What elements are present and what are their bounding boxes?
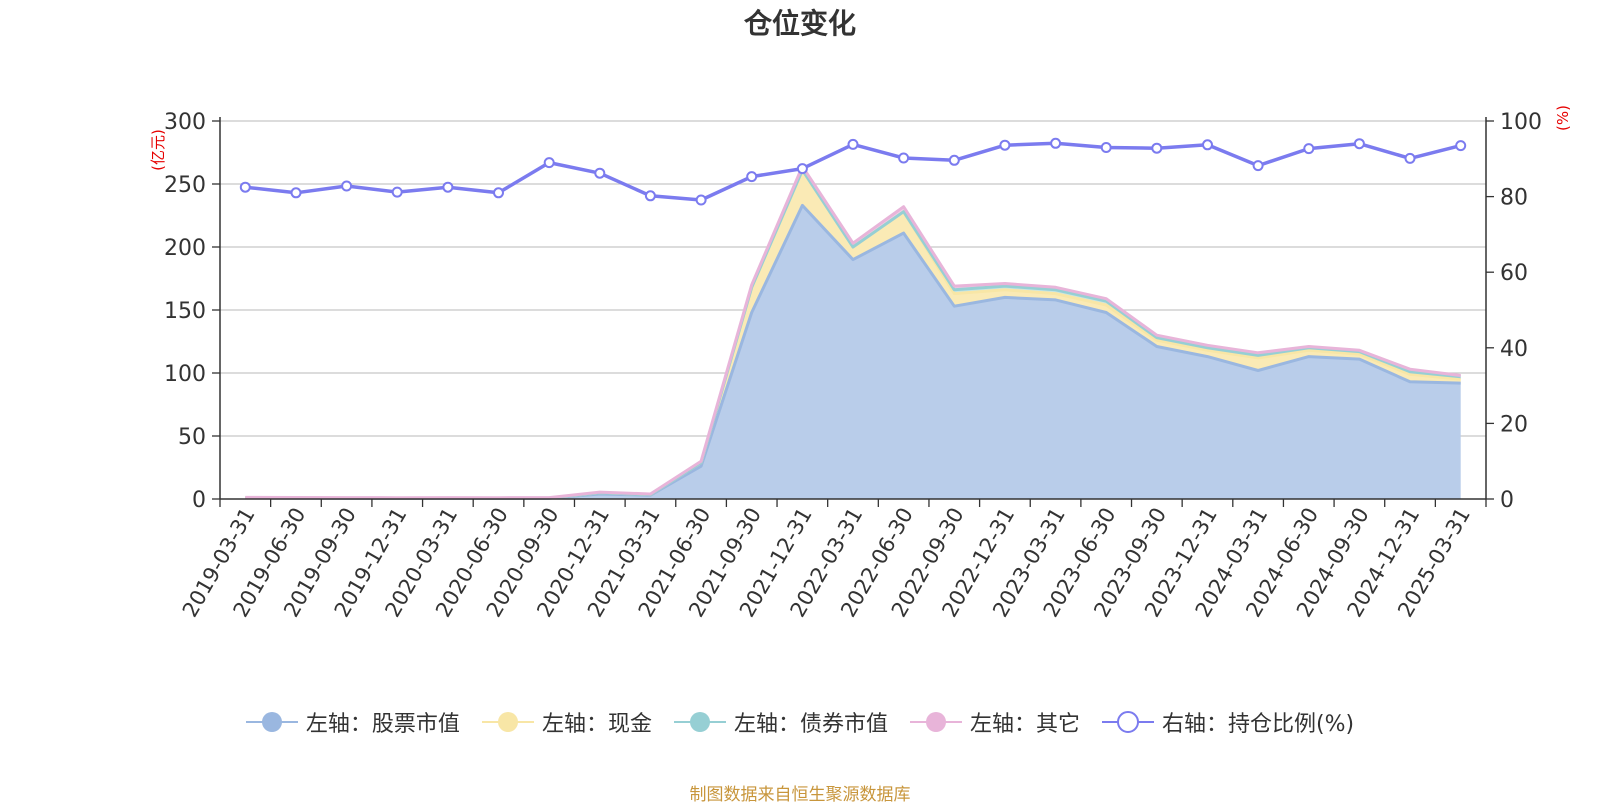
holding-ratio-point [999, 139, 1011, 151]
area-line-4 [245, 164, 1461, 500]
holding-ratio-point [847, 138, 859, 150]
chart-svg: 仓位变化 0 50 100 150 200 250 300 0 20 40 60 80 100 (亿元) (%… [149, 7, 1572, 621]
holding-ratio-point [1050, 137, 1062, 149]
holding-ratio-point [290, 187, 302, 199]
right-axis-tick-label: 40 [1500, 337, 1528, 362]
holding-ratio-point [948, 154, 960, 166]
legend-label: 左轴：现金 [541, 712, 652, 737]
legend-filled-circle-icon [909, 712, 962, 732]
holding-ratio-point [594, 167, 606, 179]
holding-ratio-point [1353, 138, 1365, 150]
right-axis-tick-label: 80 [1500, 186, 1528, 211]
legend-label: 左轴：股票市值 [305, 712, 460, 737]
holding-ratio-point [898, 152, 910, 164]
right-axis-unit-label: (%) [1554, 105, 1572, 131]
legend-item[interactable]: 左轴：股票市值 [245, 706, 460, 738]
holding-ratio-point [1455, 140, 1467, 152]
left-axis-tick-label: 250 [164, 173, 206, 198]
holding-ratio-point [239, 181, 251, 193]
holding-ratio-line [245, 141, 1462, 202]
legend-item[interactable]: 左轴：现金 [481, 706, 652, 738]
right-axis-tick-label: 0 [1500, 488, 1514, 513]
left-axis-tick-label: 100 [164, 362, 206, 387]
legend-label: 左轴：债券市值 [733, 712, 888, 737]
holding-ratio-point [493, 187, 504, 199]
left-axis-tick-label: 50 [178, 425, 206, 450]
legend-item[interactable]: 左轴：债券市值 [673, 706, 888, 738]
legend-label: 右轴：持仓比例(%) [1161, 712, 1355, 737]
legend-item[interactable]: 左轴：其它 [909, 706, 1080, 738]
holding-ratio-point [1151, 142, 1163, 154]
area-1 [245, 205, 1461, 499]
holding-ratio-point [543, 157, 555, 169]
holding-ratio-point [341, 180, 353, 192]
right-axis-tick-label: 60 [1500, 261, 1528, 286]
legend-filled-circle-icon [481, 712, 534, 732]
holding-ratio-point [746, 171, 758, 183]
legend-label: 左轴：其它 [969, 712, 1080, 737]
holding-ratio-point [695, 194, 707, 206]
holding-ratio-point [1252, 160, 1264, 172]
holding-ratio-point [1202, 139, 1213, 151]
right-axis-tick-label: 20 [1500, 412, 1528, 437]
left-axis-unit-label: (亿元) [149, 129, 167, 171]
holding-ratio-point [1404, 152, 1416, 164]
legend-hollow-circle-icon [1101, 711, 1154, 733]
holding-ratio-point [1100, 142, 1112, 153]
legend-filled-circle-icon [673, 712, 726, 732]
holding-ratio-point [1303, 143, 1315, 155]
left-axis-tick-label: 150 [164, 299, 206, 324]
footer-source-note: 制图数据来自恒生聚源数据库 [689, 785, 911, 805]
chart-title: 仓位变化 [744, 7, 856, 40]
chart-legend: 左轴：股票市值 左轴：现金 左轴：债券市值 左轴：其它 右轴：持仓比例(%) [0, 702, 1600, 742]
holding-ratio-point [442, 181, 454, 193]
left-axis-tick-label: 0 [192, 488, 206, 513]
holding-ratio-point [644, 190, 656, 202]
holding-ratio-point [796, 163, 808, 175]
legend-item[interactable]: 右轴：持仓比例(%) [1101, 706, 1355, 738]
left-axis-tick-label: 300 [164, 110, 206, 135]
right-axis-tick-label: 100 [1500, 110, 1542, 135]
left-axis-tick-label: 200 [164, 236, 206, 261]
holding-ratio-point [391, 186, 403, 198]
legend-filled-circle-icon [245, 712, 298, 732]
